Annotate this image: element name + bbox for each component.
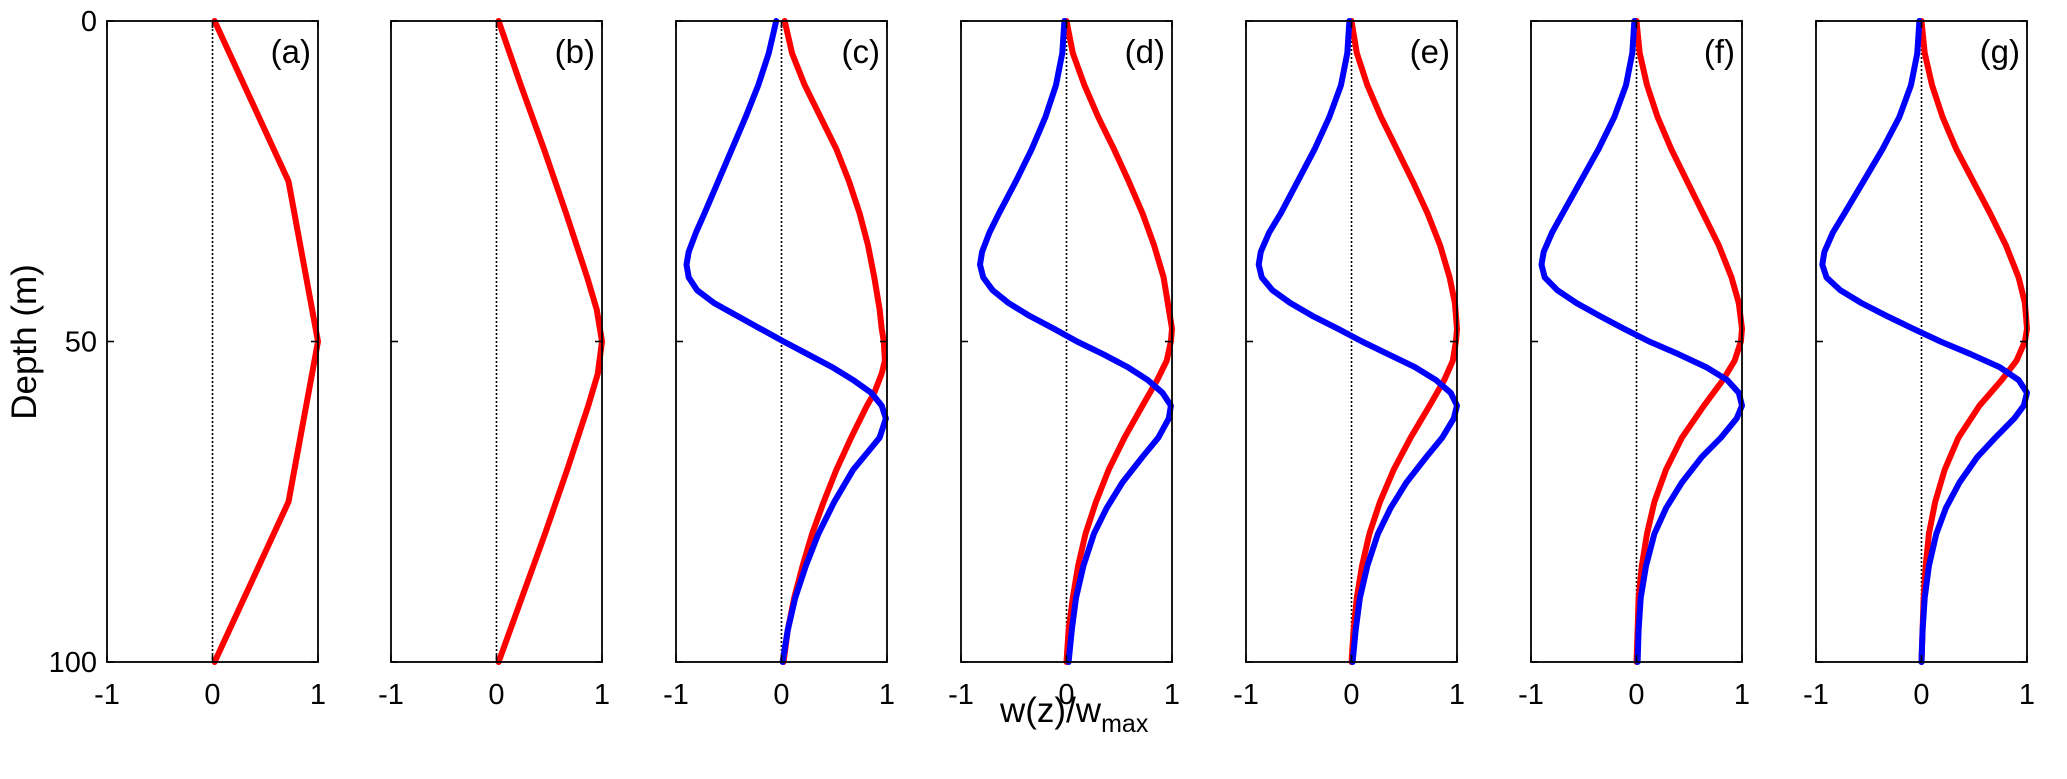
panel-label: (f)	[1704, 33, 1735, 70]
panel-label: (c)	[842, 33, 880, 70]
x-tick-label: 0	[773, 679, 789, 711]
x-tick-label: 1	[1449, 679, 1465, 711]
x-tick-label: 1	[879, 679, 895, 711]
x-tick-label: 0	[488, 679, 504, 711]
x-tick-label: -1	[948, 679, 974, 711]
mode-2-line	[1538, 18, 1745, 665]
x-tick-label: -1	[1233, 679, 1259, 711]
panel-3: -1 0 1 (c)	[663, 18, 895, 711]
mode-1-line	[495, 18, 605, 665]
y-tick-label: 100	[49, 647, 97, 679]
x-tick-label: -1	[1518, 679, 1544, 711]
x-tick-label: 1	[310, 679, 326, 711]
x-axis-title: w(z)/wmax	[999, 691, 1149, 738]
x-tick-label: -1	[94, 679, 120, 711]
x-tick-label: 0	[1628, 679, 1644, 711]
panel-7: -1 0 1 (g)	[1803, 18, 2035, 711]
mode-1-line	[780, 18, 888, 665]
panel-6: -1 0 1 (f)	[1518, 18, 1750, 711]
y-tick-label: 0	[81, 6, 97, 38]
panel-label: (d)	[1125, 33, 1165, 70]
panel-label: (e)	[1410, 33, 1450, 70]
mode-1-line	[211, 18, 321, 665]
y-axis-title: Depth (m)	[5, 264, 44, 420]
y-tick-label: 50	[65, 327, 97, 359]
x-axis-title-main: w(z)/w	[999, 691, 1102, 730]
x-tick-label: 1	[594, 679, 610, 711]
x-tick-label: 1	[1734, 679, 1750, 711]
x-tick-label: -1	[663, 679, 689, 711]
mode-2-line	[977, 18, 1174, 665]
mode-2-line	[1819, 18, 2030, 665]
panel-4: -1 0 1 (d)	[948, 18, 1180, 711]
panel-1: -1 0 1 0 50 100 (a)	[49, 6, 326, 711]
x-tick-label: 0	[204, 679, 220, 711]
x-tick-label: -1	[1803, 679, 1829, 711]
x-tick-label: 1	[1164, 679, 1180, 711]
x-tick-label: 0	[1058, 679, 1074, 711]
panel-5: -1 0 1 (e)	[1233, 18, 1465, 711]
x-axis-title-subscript: max	[1101, 710, 1149, 738]
x-tick-label: 1	[2019, 679, 2035, 711]
panel-2: -1 0 1 (b)	[378, 18, 610, 711]
mode-2-line	[1255, 18, 1460, 665]
panel-label: (g)	[1980, 33, 2020, 70]
x-tick-label: 0	[1913, 679, 1929, 711]
panel-label: (a)	[271, 33, 311, 70]
x-tick-label: 0	[1343, 679, 1359, 711]
panel-label: (b)	[555, 33, 595, 70]
x-tick-label: -1	[378, 679, 404, 711]
mode-2-line	[683, 18, 889, 665]
